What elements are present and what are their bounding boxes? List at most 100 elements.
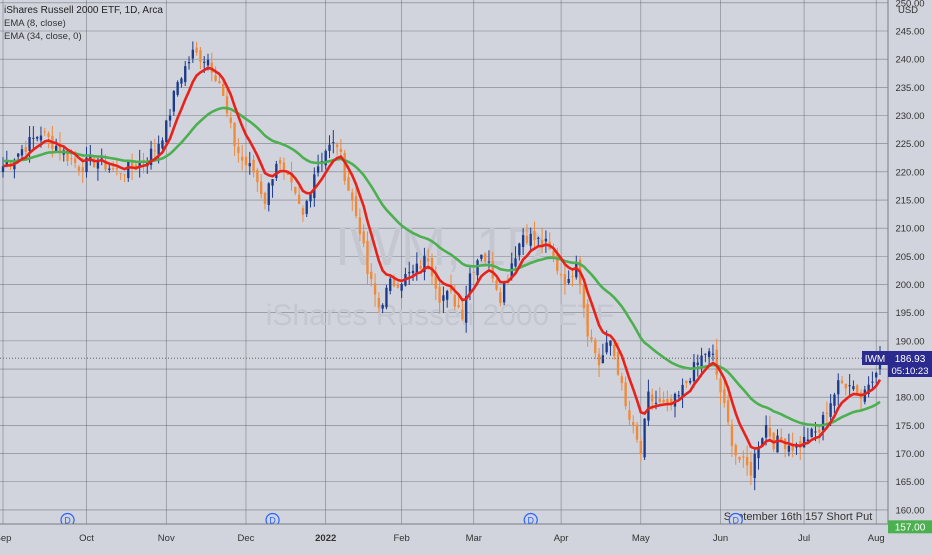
candle-body (533, 231, 536, 241)
candle-body (271, 179, 274, 186)
y-tick-label: 190.00 (895, 336, 924, 347)
candle-body (764, 424, 768, 438)
candle-body (461, 309, 464, 320)
candle (54, 138, 58, 153)
candle (499, 287, 502, 307)
candle-body (662, 399, 665, 403)
candle-body (639, 440, 642, 455)
candle (149, 140, 153, 170)
candle-body (415, 263, 418, 275)
y-tick-label: 210.00 (895, 224, 924, 235)
candle-body (161, 140, 164, 149)
candle-body (294, 186, 297, 193)
candle-body (301, 208, 305, 215)
time-axis[interactable] (0, 524, 888, 550)
candle (867, 376, 870, 398)
candle-body (332, 142, 335, 144)
candle (745, 445, 749, 476)
candle-body (753, 453, 756, 478)
candle-body (309, 193, 312, 202)
candle (742, 450, 745, 468)
candles (1, 41, 882, 491)
price-axis[interactable] (888, 0, 932, 550)
candle-body (483, 253, 487, 262)
candle (749, 451, 753, 486)
candle (711, 344, 715, 361)
indicator-ema-34[interactable]: EMA (34, close, 0) (4, 31, 82, 42)
y-tick-label: 180.00 (895, 393, 924, 404)
candle-body (613, 344, 616, 357)
candle-body (540, 239, 544, 246)
candle (571, 269, 574, 287)
candle (168, 108, 172, 128)
candle-body (647, 391, 650, 421)
candle-body (39, 135, 43, 141)
indicator-ema-8[interactable]: EMA (8, close) (4, 18, 66, 29)
candle (225, 87, 229, 118)
candle (123, 174, 126, 183)
candle (723, 378, 726, 408)
candle-body (267, 183, 270, 205)
candle-body (28, 137, 31, 151)
last-price-label: 186.93 (895, 354, 926, 365)
candle (396, 282, 400, 289)
x-tick-label: Jun (713, 533, 728, 544)
candle-body (635, 424, 639, 440)
candle (85, 146, 88, 178)
candle-body (73, 158, 77, 164)
candle-body (632, 422, 635, 426)
candle (282, 157, 286, 180)
candle-body (689, 380, 692, 383)
candle-body (871, 381, 874, 383)
candle-body (24, 147, 27, 153)
candle (620, 372, 624, 391)
candle (681, 378, 684, 408)
candle (594, 337, 597, 360)
candle (28, 126, 31, 163)
candle-body (241, 156, 244, 161)
candle-body (552, 250, 555, 259)
candle-body (149, 148, 153, 166)
candle-body (411, 270, 415, 274)
candle-body (453, 294, 456, 307)
chart-title[interactable]: iShares Russell 2000 ETF, 1D, Arca (4, 5, 163, 16)
candle-body (575, 262, 578, 278)
x-tick-label: Aug (868, 533, 885, 544)
candle (875, 371, 878, 384)
y-tick-label: 160.00 (895, 505, 924, 516)
candle (677, 390, 680, 399)
candle-body (597, 353, 601, 366)
short-put-level-tag: 157.00 (888, 520, 932, 534)
candle-body (620, 376, 624, 383)
candle (111, 161, 115, 172)
candle-body (427, 258, 430, 262)
candle (259, 174, 263, 199)
candle-body (199, 50, 202, 62)
candle (658, 387, 661, 404)
candle-body (601, 355, 605, 364)
candle (707, 348, 711, 366)
candle-body (127, 161, 130, 179)
candle (1, 157, 5, 178)
candle-body (423, 255, 426, 273)
candle (567, 270, 570, 285)
candle-body (757, 447, 760, 459)
candle-body (658, 398, 661, 402)
candle (590, 329, 593, 343)
candle-body (487, 261, 491, 263)
candle (692, 353, 696, 388)
candle-body (43, 131, 46, 133)
candle-body (446, 290, 449, 300)
candle-body (502, 282, 506, 303)
candle (734, 443, 737, 465)
candle-body (184, 66, 187, 83)
candle-body (92, 158, 96, 168)
candle (666, 390, 669, 412)
candle-body (172, 91, 176, 112)
candle-body (571, 275, 574, 277)
candle-body (351, 192, 354, 201)
candle (77, 164, 81, 176)
candle-body (313, 174, 316, 199)
